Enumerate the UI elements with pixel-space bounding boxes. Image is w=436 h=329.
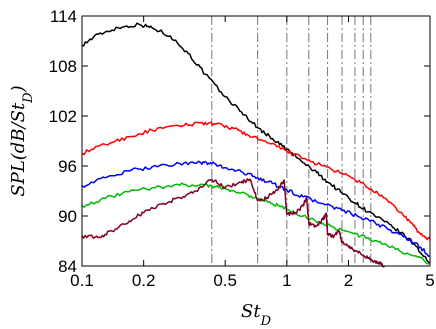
x-tick-label: 1 bbox=[282, 271, 291, 290]
x-tick-label: 2 bbox=[344, 271, 353, 290]
y-tick-label: 84 bbox=[58, 257, 77, 276]
x-tick-label: 5 bbox=[425, 271, 434, 290]
axis-ticks: 0.1 0.2 0.5 1 2 5 84 90 96 102 108 114 bbox=[49, 7, 435, 290]
vertical-reference-lines bbox=[211, 16, 372, 266]
series-line bbox=[81, 178, 386, 268]
y-axis-label: SPL(dB/StD) bbox=[8, 85, 36, 196]
y-tick-label: 96 bbox=[58, 157, 77, 176]
series-line bbox=[81, 160, 431, 257]
x-tick-label: 0.5 bbox=[213, 271, 237, 290]
y-tick-label: 108 bbox=[49, 57, 77, 76]
plot-frame bbox=[81, 15, 431, 267]
x-tick-label: 0.2 bbox=[132, 271, 156, 290]
x-tick-label: 0.1 bbox=[70, 271, 94, 290]
series-line bbox=[81, 121, 431, 241]
y-tick-label: 90 bbox=[58, 207, 77, 226]
series-line bbox=[81, 182, 431, 265]
series-lines bbox=[81, 22, 431, 268]
y-tick-label: 114 bbox=[50, 7, 77, 26]
series-line bbox=[81, 22, 431, 265]
y-tick-label: 102 bbox=[49, 107, 77, 126]
x-axis-label: StD bbox=[241, 301, 272, 329]
